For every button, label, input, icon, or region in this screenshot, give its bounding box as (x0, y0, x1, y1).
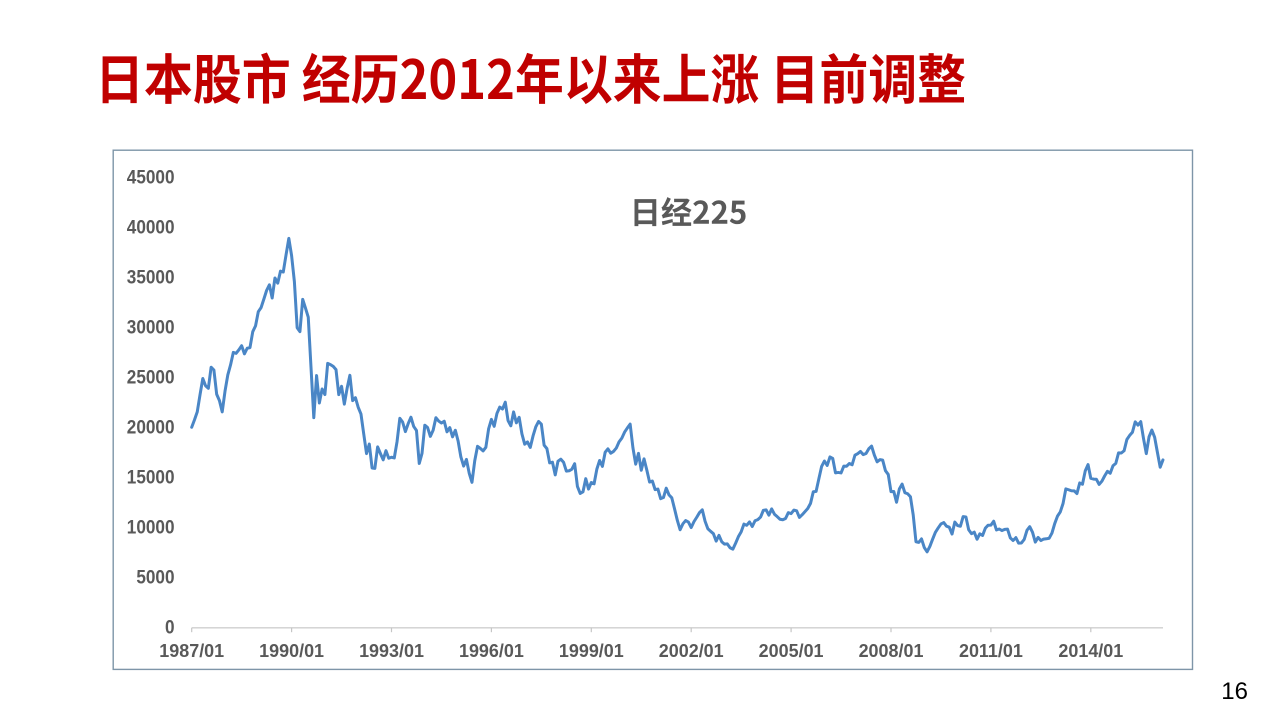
svg-text:15000: 15000 (127, 465, 175, 487)
svg-text:1990/01: 1990/01 (259, 641, 324, 661)
svg-text:1987/01: 1987/01 (159, 641, 224, 661)
svg-text:1993/01: 1993/01 (359, 641, 424, 661)
svg-text:1996/01: 1996/01 (459, 641, 524, 661)
svg-text:25000: 25000 (127, 365, 175, 387)
svg-text:45000: 45000 (127, 165, 175, 187)
svg-text:2002/01: 2002/01 (659, 641, 724, 661)
svg-text:10000: 10000 (127, 515, 175, 537)
svg-text:2005/01: 2005/01 (759, 641, 824, 661)
svg-text:35000: 35000 (127, 265, 175, 287)
svg-text:16: 16 (1221, 678, 1248, 705)
svg-text:40000: 40000 (127, 215, 175, 237)
svg-text:2014/01: 2014/01 (1058, 641, 1123, 661)
svg-text:2011/01: 2011/01 (959, 641, 1023, 661)
svg-text:30000: 30000 (127, 315, 175, 337)
svg-text:1999/01: 1999/01 (559, 641, 624, 661)
svg-text:2008/01: 2008/01 (859, 641, 924, 661)
svg-text:0: 0 (165, 615, 175, 637)
svg-text:5000: 5000 (136, 565, 174, 587)
svg-text:20000: 20000 (127, 415, 175, 437)
